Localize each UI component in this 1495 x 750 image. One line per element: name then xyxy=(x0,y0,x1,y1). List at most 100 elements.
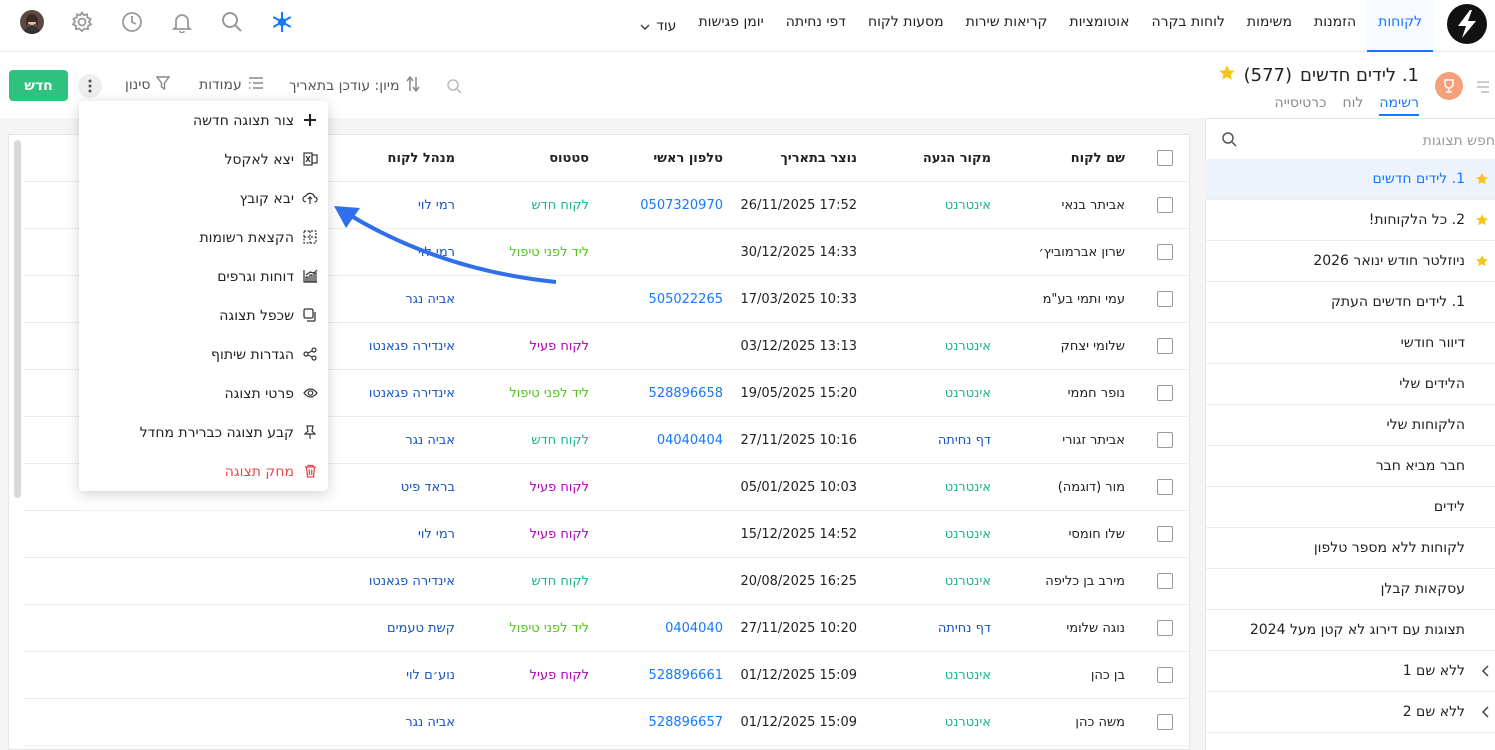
column-header-status[interactable]: סטטוס xyxy=(549,151,589,166)
sidebar-view-item[interactable]: הלקוחות שלי xyxy=(1205,405,1495,446)
menu-item[interactable]: הקצאת רשומות xyxy=(79,218,328,257)
menu-item[interactable]: יצא לאקסל xyxy=(79,140,328,179)
avatar[interactable] xyxy=(20,10,44,34)
sidebar-view-item[interactable]: תצוגות עם דירוג לא קטן מעל 2024 xyxy=(1205,610,1495,651)
app-logo[interactable] xyxy=(1447,4,1487,44)
table-row[interactable]: עמי ותמי בע"מ 10:33 17/03/2025 505022265 אב… xyxy=(24,276,1189,323)
table-row[interactable]: בן כהן אינטרנט 15:09 01/12/2025 528896661 לק… xyxy=(24,652,1189,699)
search-icon[interactable] xyxy=(446,78,462,98)
views-search-input[interactable] xyxy=(1255,133,1495,149)
tab-cards[interactable]: כרטיסייה xyxy=(1274,95,1327,111)
cell-manager[interactable]: רמי לוי xyxy=(417,245,455,260)
menu-item[interactable]: קבע תצוגה כברירת מחדל xyxy=(79,413,328,452)
nav-item[interactable]: משימות xyxy=(1246,14,1292,30)
cell-name[interactable]: נופר חממי xyxy=(1067,386,1125,401)
nav-item[interactable]: אוטומציות xyxy=(1069,14,1130,30)
cell-name[interactable]: מירב בן כליפה xyxy=(1045,574,1125,589)
cell-manager[interactable]: אביה נגר xyxy=(405,715,455,730)
nav-item[interactable]: לקוחות xyxy=(1367,0,1433,52)
table-row[interactable]: שלו חומסי אינטרנט 14:52 15/12/2025 לקוח פעי… xyxy=(24,511,1189,558)
table-row[interactable]: נופר חממי אינטרנט 15:20 19/05/2025 52889665… xyxy=(24,370,1189,417)
select-all-checkbox[interactable] xyxy=(1157,150,1173,166)
cell-phone[interactable]: 04040404 xyxy=(656,433,723,448)
table-row[interactable]: מור (דוגמה) אינטרנט 10:03 05/01/2025 לקוח פ… xyxy=(24,464,1189,511)
new-button[interactable]: חדש xyxy=(9,70,68,101)
nav-item[interactable]: לוחות בקרה xyxy=(1151,14,1225,30)
cell-name[interactable]: שלומי יצחק xyxy=(1060,339,1125,354)
cell-name[interactable]: אביתר בנאי xyxy=(1061,198,1125,213)
nav-item[interactable]: יומן פגישות xyxy=(698,14,764,30)
cell-manager[interactable]: אביה נגר xyxy=(405,433,455,448)
cell-name[interactable]: שרון אברמוביץ׳ xyxy=(1038,245,1125,260)
sidebar-view-item[interactable]: עסקאות קבלן xyxy=(1205,569,1495,610)
cell-name[interactable]: נוגה שלומי xyxy=(1066,621,1125,636)
search-icon[interactable] xyxy=(1221,131,1237,151)
cell-manager[interactable]: בראד פיט xyxy=(400,480,455,495)
bell-icon[interactable] xyxy=(170,10,194,34)
cell-name[interactable]: שלו חומסי xyxy=(1068,527,1125,542)
table-row[interactable]: אביתר זגורי דף נחיתה 10:16 27/11/2025 04040… xyxy=(24,417,1189,464)
menu-item[interactable]: הגדרות שיתוף xyxy=(79,335,328,374)
vertical-scrollbar[interactable] xyxy=(14,140,21,498)
column-header-source[interactable]: מקור הגעה xyxy=(922,151,991,166)
row-checkbox[interactable] xyxy=(1157,479,1173,495)
cell-name[interactable]: בן כהן xyxy=(1090,668,1125,683)
sidebar-view-item[interactable]: דיוור חודשי xyxy=(1205,323,1495,364)
cell-manager[interactable]: קשת טעמים xyxy=(386,621,455,636)
column-header-created[interactable]: נוצר בתאריך xyxy=(780,151,857,166)
nav-item[interactable]: הזמנות xyxy=(1314,14,1357,30)
nav-item[interactable]: דפי נחיתה xyxy=(785,14,846,30)
menu-lines-icon[interactable] xyxy=(1475,80,1491,98)
sidebar-view-item[interactable]: ללא שם 1 xyxy=(1205,651,1495,692)
cell-name[interactable]: עמי ותמי בע"מ xyxy=(1042,292,1125,307)
row-checkbox[interactable] xyxy=(1157,291,1173,307)
snowflake-icon[interactable] xyxy=(270,10,294,34)
column-header-manager[interactable]: מנהל לקוח xyxy=(387,151,455,166)
cell-name[interactable]: משה כהן xyxy=(1075,715,1125,730)
search-icon[interactable] xyxy=(220,10,244,34)
cell-manager[interactable]: אינדירה פגאנטו xyxy=(368,574,455,589)
menu-item[interactable]: מחק תצוגה xyxy=(79,452,328,491)
row-checkbox[interactable] xyxy=(1157,620,1173,636)
tab-list[interactable]: רשימה xyxy=(1379,95,1419,116)
star-icon[interactable] xyxy=(1475,213,1489,231)
row-checkbox[interactable] xyxy=(1157,432,1173,448)
clock-icon[interactable] xyxy=(120,10,144,34)
row-checkbox[interactable] xyxy=(1157,338,1173,354)
gear-icon[interactable] xyxy=(70,10,94,34)
nav-more[interactable]: עוד xyxy=(629,0,687,52)
column-header-name[interactable]: שם לקוח xyxy=(1070,151,1125,166)
columns-button[interactable]: עמודות xyxy=(199,76,264,94)
sidebar-view-item[interactable]: 1. לידים חדשים xyxy=(1205,159,1495,200)
cell-manager[interactable]: נוע׳ם לוי xyxy=(406,668,455,683)
table-row[interactable]: שרון אברמוביץ׳ 14:33 30/12/2025 ליד לפני ט… xyxy=(24,229,1189,276)
cell-manager[interactable]: אינדירה פגאנטו xyxy=(368,386,455,401)
menu-item[interactable]: יבא קובץ xyxy=(79,179,328,218)
row-checkbox[interactable] xyxy=(1157,385,1173,401)
star-icon[interactable] xyxy=(1218,64,1236,87)
table-row[interactable]: משה כהן אינטרנט 15:09 01/12/2025 528896657 א… xyxy=(24,699,1189,746)
cell-manager[interactable]: רמי לוי xyxy=(417,198,455,213)
menu-item[interactable]: צור תצוגה חדשה xyxy=(79,101,328,140)
sidebar-view-item[interactable]: ניוזלטר חודש ינואר 2026 xyxy=(1205,241,1495,282)
row-checkbox[interactable] xyxy=(1157,197,1173,213)
menu-item[interactable]: דוחות וגרפים xyxy=(79,257,328,296)
star-icon[interactable] xyxy=(1475,172,1489,190)
chevron-icon[interactable] xyxy=(1481,665,1489,681)
sidebar-view-item[interactable]: לקוחות ללא מספר טלפון xyxy=(1205,528,1495,569)
row-checkbox[interactable] xyxy=(1157,667,1173,683)
sidebar-view-item[interactable]: 2. כל הלקוחות! xyxy=(1205,200,1495,241)
row-checkbox[interactable] xyxy=(1157,573,1173,589)
sidebar-view-item[interactable]: לידים xyxy=(1205,487,1495,528)
sidebar-view-item[interactable]: 1. לידים חדשים העתק xyxy=(1205,282,1495,323)
sort-button[interactable]: מיון: עודכן בתאריך xyxy=(289,75,420,96)
cell-phone[interactable]: 505022265 xyxy=(648,292,723,307)
cell-name[interactable]: אביתר זגורי xyxy=(1062,433,1125,448)
table-row[interactable]: שלומי יצחק אינטרנט 13:13 03/12/2025 לקוח פע… xyxy=(24,323,1189,370)
cell-manager[interactable]: רמי לוי xyxy=(417,527,455,542)
table-row[interactable]: מירב בן כליפה אינטרנט 16:25 20/08/2025 לקוח… xyxy=(24,558,1189,605)
sidebar-view-item[interactable]: ללא שם 2 xyxy=(1205,692,1495,733)
row-checkbox[interactable] xyxy=(1157,714,1173,730)
row-checkbox[interactable] xyxy=(1157,244,1173,260)
cell-phone[interactable]: 528896661 xyxy=(648,668,723,683)
